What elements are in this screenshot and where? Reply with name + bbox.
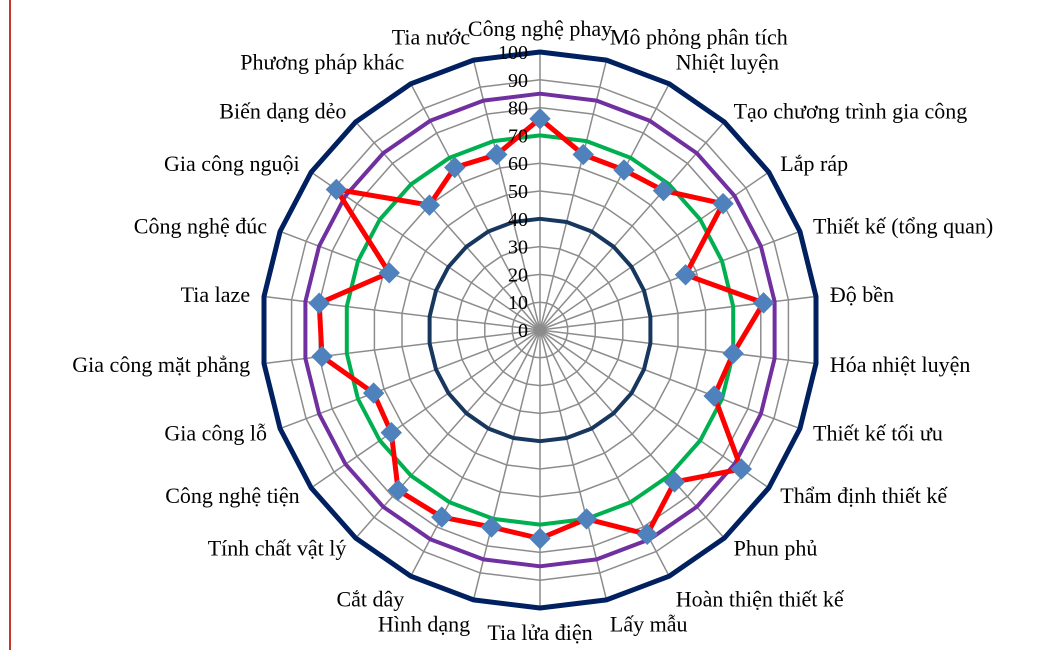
spoke-line [539,329,801,430]
data-point-marker [712,192,734,215]
data-point-marker [362,382,385,404]
spoke-line [310,329,541,489]
category-label: Hình dạng [378,612,470,637]
data-point-marker [380,421,402,444]
data-point-marker [325,178,348,201]
data-point-marker [674,264,697,286]
data-point-marker [486,143,508,166]
spoke-line [279,329,541,430]
category-label: Công nghệ phay [468,16,612,41]
category-label: Tia laze [181,282,250,307]
radial-tick-label: 50 [508,181,528,203]
radial-tick-label: 20 [508,264,528,286]
data-point-marker [418,194,441,216]
category-label: Gia công lỗ [164,421,267,446]
reference-series-line-100 [261,49,819,611]
spoke-line [539,329,725,539]
category-label: Tạo chương trình gia công [734,98,968,123]
marker-layer [308,108,775,550]
category-label: Gia công nguội [164,151,300,176]
data-point-marker [663,471,686,493]
data-point-marker [387,479,409,501]
category-label: Công nghệ đúc [134,214,267,239]
category-label: Tính chất vật lý [208,536,347,561]
category-label: Hóa nhiệt luyện [830,352,971,377]
category-label: Thẩm định thiết kế [780,483,948,508]
data-point-marker [480,516,503,538]
category-label: Độ bền [830,282,894,307]
radial-tick-label: 90 [508,70,528,92]
data-point-marker [730,458,753,480]
data-point-marker [613,159,635,181]
data-point-marker [308,292,330,314]
category-label: Tia lửa điện [487,620,592,645]
category-label: Lắp ráp [780,151,848,176]
reference-series-line-85 [303,91,777,569]
spoke-line [539,121,725,331]
radial-tick-label: 30 [508,237,528,259]
spoke-line [539,171,770,331]
data-point-marker [378,262,400,284]
data-point-marker [572,143,594,166]
spoke-line [539,329,817,365]
spoke-line [539,83,670,331]
radial-tick-labels: 0 10 20 30 40 50 60 70 80 90 100 [498,42,528,342]
radial-tick-label: 0 [518,320,528,342]
spoke-line [410,329,541,577]
category-label: Biến dạng dẻo [219,98,346,123]
radial-tick-label: 70 [508,125,528,147]
spoke-line [410,83,541,331]
category-label: Lấy mẫu [610,612,688,637]
data-point-marker [431,506,453,528]
category-label: Tia nước [392,25,471,50]
reference-series-line-40 [427,216,653,444]
data-point-marker [752,292,775,314]
radial-tick-label: 60 [508,153,528,175]
category-label: Phun phủ [734,536,818,561]
category-label: Công nghệ tiện [165,483,299,508]
spoke-line [539,59,608,331]
category-label: Nhiệt luyện [676,49,779,74]
data-point-marker [636,523,658,546]
category-label: Mô phỏng phân tích [610,25,788,50]
spoke-line [539,329,608,601]
radial-tick-label: 100 [498,42,528,64]
left-border-line [9,0,11,650]
spoke-line [472,59,541,331]
radial-tick-label: 80 [508,98,528,120]
data-point-marker [311,345,333,368]
data-point-marker [722,342,744,365]
category-label: Cắt dây [336,587,404,612]
radial-tick-label: 40 [508,209,528,231]
category-label: Thiết kế (tổng quan) [813,214,993,239]
spoke-line [539,329,770,489]
data-point-marker [703,385,725,407]
category-label: Phương pháp khác [240,49,404,74]
category-label: Hoàn thiện thiết kế [676,587,845,612]
data-point-marker [444,156,466,179]
spoke-line [263,329,541,365]
data-point-marker [529,527,551,550]
data-point-marker [652,179,675,202]
category-label: Thiết kế tối ưu [813,421,943,446]
spoke-line [310,171,541,331]
category-label: Gia công mặt phẳng [72,352,250,377]
spoke-line [355,121,541,331]
data-point-marker [575,508,598,530]
spoke-line [355,329,541,539]
radial-tick-label: 10 [508,292,528,314]
spoke-line [539,230,801,331]
spoke-line [472,329,541,601]
data-point-marker [529,108,551,130]
spoke-line [279,230,541,331]
